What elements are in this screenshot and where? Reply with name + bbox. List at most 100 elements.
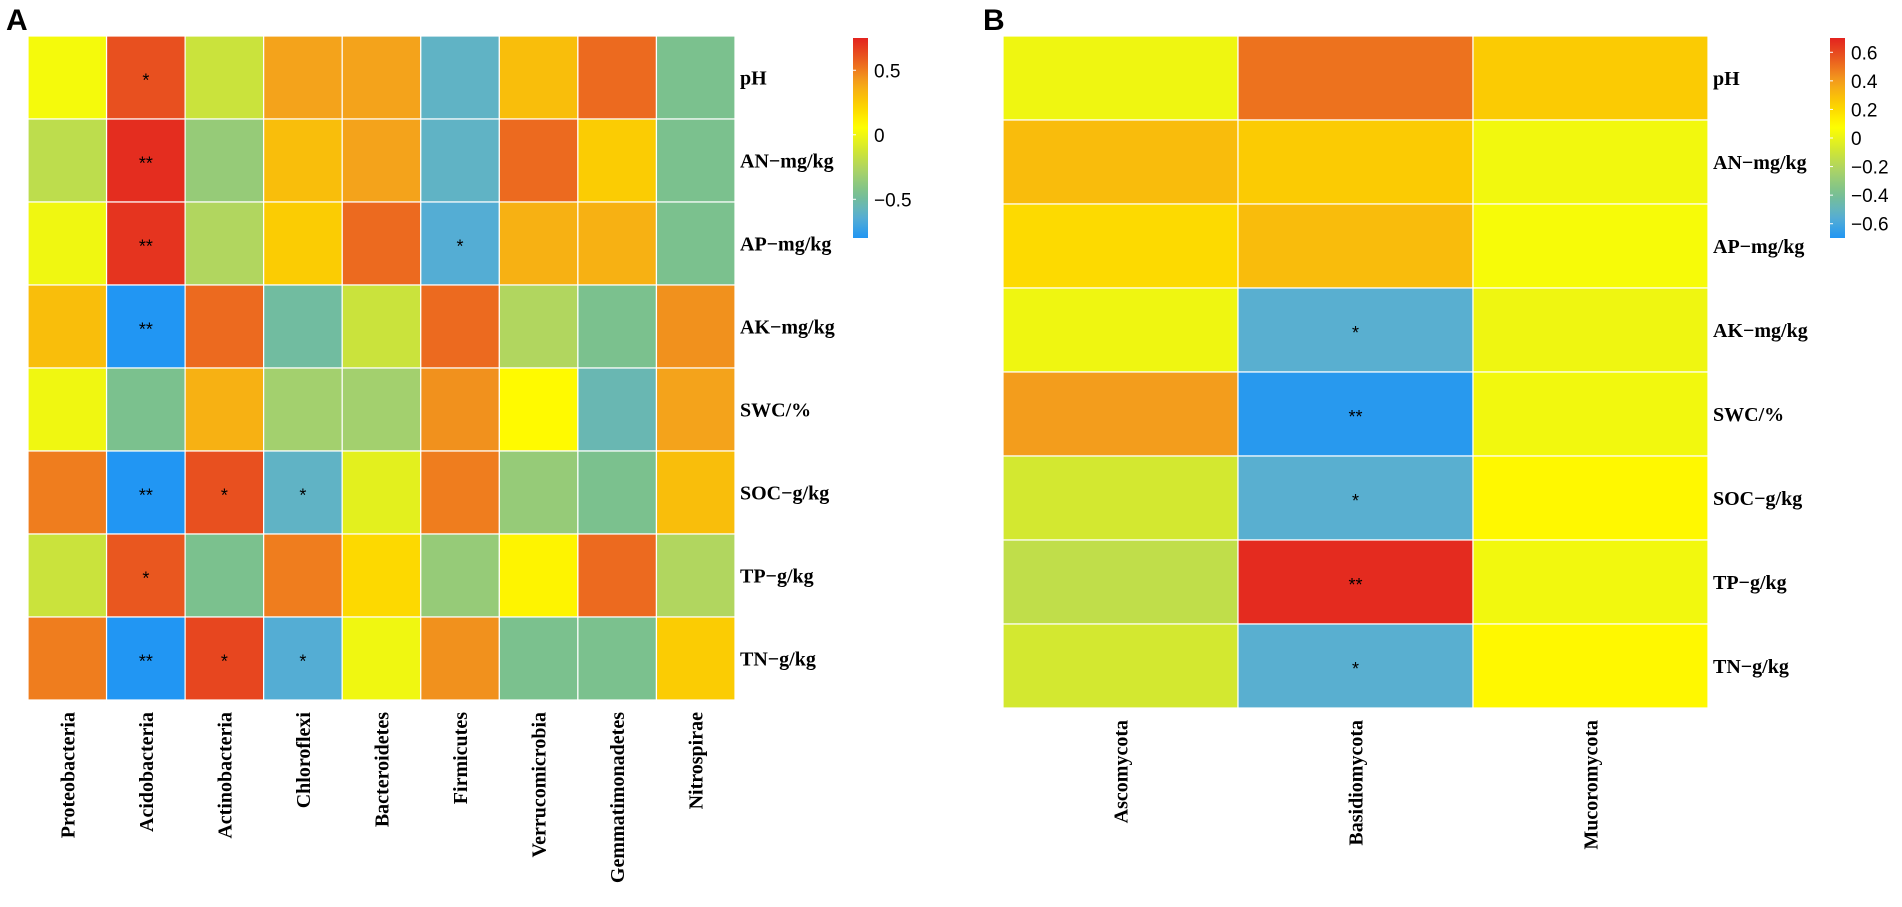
- heatmap-cell: [27, 450, 108, 535]
- color-scale-bar: [1830, 38, 1845, 238]
- heatmap-cell: [1472, 371, 1709, 457]
- heatmap-cell: [1002, 623, 1239, 709]
- heatmap-cell: [1472, 119, 1709, 205]
- heatmap-cell: [1002, 539, 1239, 625]
- significance-mark: *: [142, 569, 149, 589]
- heatmap-cell: [263, 118, 343, 203]
- color-scale-bar: [853, 38, 868, 238]
- heatmap-cell: [1002, 371, 1239, 457]
- column-label: Gemmatimonadetes: [607, 712, 629, 883]
- heatmap-cell: [105, 201, 186, 286]
- significance-mark: *: [1352, 491, 1359, 511]
- row-label: pH: [740, 68, 767, 90]
- significance-mark: *: [299, 652, 306, 672]
- heatmap-cell: [1002, 287, 1239, 373]
- column-label: Bacteroidetes: [372, 712, 394, 827]
- column-label: Basidiomycota: [1346, 720, 1368, 846]
- heatmap-cell: [1472, 539, 1709, 625]
- heatmap-cell: [1237, 371, 1474, 457]
- heatmap-cell: [184, 201, 265, 286]
- significance-mark: *: [1352, 659, 1359, 679]
- heatmap-cell: [1237, 35, 1474, 121]
- heatmap-cell: [655, 35, 736, 120]
- column-label: Ascomycota: [1111, 720, 1133, 823]
- heatmap-cell: [577, 118, 658, 203]
- heatmap-panel-b: *******pHAN−mg/kgAP−mg/kgAK−mg/kgSWC/%SO…: [1002, 35, 1889, 850]
- heatmap-cell: [1472, 455, 1709, 541]
- significance-mark: **: [139, 154, 153, 174]
- row-label: AN−mg/kg: [740, 151, 834, 173]
- heatmap-cell: [498, 284, 579, 369]
- heatmap-cell: [105, 35, 186, 120]
- row-label: AK−mg/kg: [740, 317, 835, 339]
- heatmap-cell: [341, 533, 422, 618]
- color-scale-tick-label: 0: [874, 126, 885, 147]
- heatmap-cell: [263, 367, 343, 452]
- color-scale-tick-label: 0.4: [1851, 72, 1878, 93]
- significance-mark: **: [139, 320, 153, 340]
- heatmap-cell: [341, 616, 422, 701]
- row-label: AN−mg/kg: [1713, 152, 1807, 174]
- heatmap-cell: [184, 35, 265, 120]
- heatmap-cell: [655, 367, 736, 452]
- column-label: Proteobacteria: [57, 712, 79, 838]
- color-scale-tick-label: −0.5: [874, 190, 912, 211]
- heatmap-cell: [420, 616, 500, 701]
- heatmap-cell: [184, 284, 265, 369]
- heatmap-cell: [27, 201, 108, 286]
- significance-mark: **: [1348, 407, 1362, 427]
- heatmap-cell: [498, 367, 579, 452]
- column-label: Mucoromycota: [1581, 720, 1603, 850]
- color-scale-tick-label: −0.4: [1851, 186, 1889, 207]
- heatmap-cell: [105, 616, 186, 701]
- heatmap-cell: [27, 616, 108, 701]
- significance-mark: *: [221, 486, 228, 506]
- heatmap-cell: [27, 533, 108, 618]
- row-label: SOC−g/kg: [1713, 488, 1802, 510]
- heatmap-cell: [577, 367, 658, 452]
- heatmap-cell: [498, 201, 579, 286]
- heatmap-cell: [420, 284, 500, 369]
- heatmap-cell: [105, 450, 186, 535]
- heatmap-cell: [1472, 203, 1709, 289]
- heatmap-cell: [341, 201, 422, 286]
- color-scale-tick-label: −0.2: [1851, 158, 1889, 179]
- heatmap-cell: [27, 118, 108, 203]
- heatmap-cell: [577, 616, 658, 701]
- column-label: Nitrospirae: [686, 712, 708, 810]
- heatmap-cell: [1237, 203, 1474, 289]
- heatmap-cell: [498, 616, 579, 701]
- heatmap-cell: [341, 35, 422, 120]
- heatmap-cell: [263, 616, 343, 701]
- heatmap-cell: [341, 284, 422, 369]
- column-label: Firmicutes: [450, 712, 472, 804]
- column-label: Verrucomicrobia: [529, 712, 551, 858]
- heatmap-cell: [1002, 203, 1239, 289]
- color-scale-tick-label: 0.6: [1851, 43, 1877, 64]
- heatmap-cell: [420, 367, 500, 452]
- heatmap-cell: [263, 533, 343, 618]
- heatmap-cell: [655, 616, 736, 701]
- heatmap-cell: [27, 35, 108, 120]
- significance-mark: **: [139, 652, 153, 672]
- row-label: AP−mg/kg: [740, 234, 831, 256]
- heatmap-cell: [27, 367, 108, 452]
- heatmap-cell: [1472, 623, 1709, 709]
- row-label: AK−mg/kg: [1713, 320, 1808, 342]
- heatmap-cell: [420, 201, 500, 286]
- heatmap-cell: [655, 118, 736, 203]
- panel-label-b: B: [983, 4, 1005, 37]
- row-label: TP−g/kg: [740, 566, 814, 588]
- heatmap-cell: [577, 533, 658, 618]
- heatmap-cell: [577, 201, 658, 286]
- heatmap-cell: [341, 367, 422, 452]
- heatmap-cell: [1237, 287, 1474, 373]
- heatmap-cell: [184, 118, 265, 203]
- row-label: SOC−g/kg: [740, 483, 829, 505]
- heatmap-cell: [655, 284, 736, 369]
- panel-label-a: A: [6, 4, 28, 37]
- heatmap-cell: [1002, 119, 1239, 205]
- row-label: TN−g/kg: [1713, 656, 1789, 678]
- heatmap-cell: [420, 35, 500, 120]
